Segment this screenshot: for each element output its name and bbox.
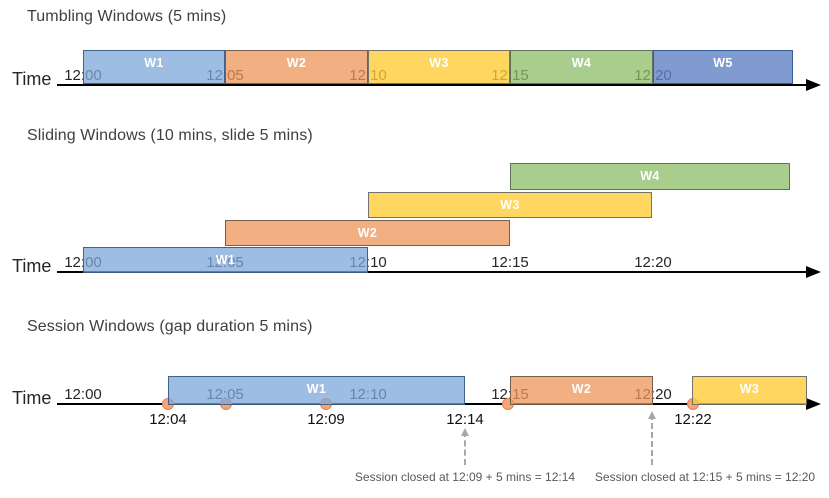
window-label: W2 xyxy=(571,382,592,396)
window-label: W3 xyxy=(500,198,520,212)
window-box-w2: W2 xyxy=(225,50,368,84)
time-axis-label: Time xyxy=(12,256,52,276)
window-label: W3 xyxy=(429,56,449,70)
time-axis-line xyxy=(57,271,808,273)
event-time-label: 12:14 xyxy=(446,411,484,428)
callout-arrow-icon xyxy=(461,428,469,465)
window-box-w1: W1 xyxy=(83,247,368,273)
window-box-w3: W3 xyxy=(692,376,807,405)
window-label: W5 xyxy=(713,56,733,70)
window-label: W2 xyxy=(357,226,378,240)
event-time-label: 12:22 xyxy=(674,411,712,428)
window-box-w2: W2 xyxy=(510,376,653,405)
session-closed-annotation: Session closed at 12:15 + 5 mins = 12:20 xyxy=(594,470,816,484)
axis-tick-label: 12:15 xyxy=(491,254,529,271)
window-label: W1 xyxy=(306,382,327,396)
axis-arrowhead-icon xyxy=(806,79,821,91)
session-closed-annotation: Session closed at 12:09 + 5 mins = 12:14 xyxy=(354,470,576,484)
window-label: W1 xyxy=(144,56,164,70)
time-axis-label: Time xyxy=(12,388,52,408)
window-box-w3: W3 xyxy=(368,50,510,84)
axis-tick-label: 12:00 xyxy=(64,386,102,403)
window-box-w2: W2 xyxy=(225,220,510,246)
window-box-w4: W4 xyxy=(510,163,790,190)
event-time-label: 12:09 xyxy=(307,411,345,428)
time-axis-line xyxy=(57,84,808,86)
callout-arrow-icon xyxy=(648,411,656,465)
time-axis-label: Time xyxy=(12,69,52,89)
window-label: W2 xyxy=(286,56,307,70)
axis-tick-label: 12:20 xyxy=(634,254,672,271)
axis-arrowhead-icon xyxy=(806,266,821,278)
window-label: W4 xyxy=(640,169,660,183)
window-box-w3: W3 xyxy=(368,192,652,218)
window-box-w1: W1 xyxy=(83,50,225,84)
window-label: W4 xyxy=(571,56,592,70)
section-title-session: Session Windows (gap duration 5 mins) xyxy=(27,318,313,335)
window-box-w4: W4 xyxy=(510,50,653,84)
window-box-w5: W5 xyxy=(653,50,793,84)
window-label: W1 xyxy=(215,253,236,267)
window-box-w1: W1 xyxy=(168,376,465,405)
section-title-sliding: Sliding Windows (10 mins, slide 5 mins) xyxy=(27,127,313,144)
event-time-label: 12:04 xyxy=(149,411,187,428)
axis-arrowhead-icon xyxy=(806,398,821,410)
section-title-tumbling: Tumbling Windows (5 mins) xyxy=(27,8,227,25)
window-label: W3 xyxy=(739,382,760,396)
